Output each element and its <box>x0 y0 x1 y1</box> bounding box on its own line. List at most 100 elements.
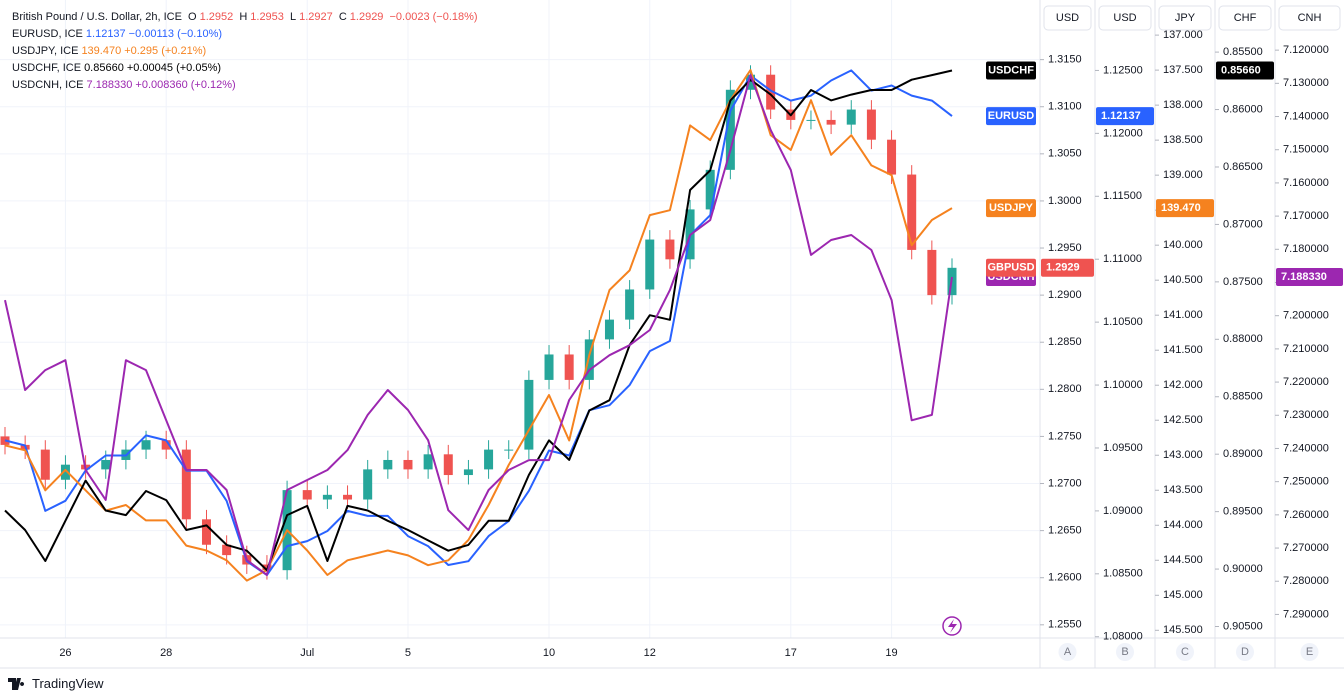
x-tick-label: 19 <box>885 647 897 659</box>
candle-body <box>363 469 373 500</box>
legend-main: British Pound / U.S. Dollar, 2h, ICE O 1.… <box>12 9 481 26</box>
candle-body <box>443 454 453 476</box>
y-tick-label: 142.500 <box>1163 414 1203 426</box>
y-tick-label: 1.08500 <box>1103 568 1143 580</box>
name-tag-label: EURUSD <box>988 110 1035 122</box>
legend-close: 1.2929 <box>349 11 384 23</box>
legend-open: 1.2952 <box>199 11 234 23</box>
y-tick-label: 0.89500 <box>1223 506 1263 518</box>
name-tag-label: GBPUSD <box>987 262 1034 274</box>
event-icon[interactable] <box>942 616 962 636</box>
y-tick-label: 0.87500 <box>1223 276 1263 288</box>
candle-body <box>665 239 675 260</box>
x-tick-label: 28 <box>160 647 172 659</box>
candle-body <box>101 459 111 470</box>
value-tag <box>1096 107 1154 126</box>
y-tick-label: 7.130000 <box>1283 77 1329 89</box>
y-tick-label: 7.250000 <box>1283 476 1329 488</box>
legend-row: EURUSD, ICE 1.12137 −0.00113 (−0.10%) <box>12 26 481 43</box>
legend-name: USDCHF, ICE <box>12 62 82 74</box>
axis-letter-badge <box>1058 643 1077 661</box>
legend-o: O <box>188 11 197 23</box>
candle-body <box>60 464 70 480</box>
y-tick-label: 144.000 <box>1163 519 1203 531</box>
series-line <box>4 69 953 577</box>
y-tick-label: 1.11000 <box>1103 253 1142 265</box>
candle-body <box>887 139 897 175</box>
candle-body <box>181 449 191 520</box>
candle-body <box>564 354 574 380</box>
y-tick-label: 138.500 <box>1163 134 1203 146</box>
legend-value: 0.85660 <box>84 62 124 74</box>
y-tick-label: 7.270000 <box>1283 542 1329 554</box>
y-tick-label: 141.500 <box>1163 344 1203 356</box>
candle-body <box>806 119 816 121</box>
axis-header-label: USD <box>1113 12 1136 24</box>
candle-body <box>463 469 473 476</box>
y-tick-label: 7.200000 <box>1283 310 1329 322</box>
candle-body <box>584 339 594 380</box>
y-tick-label: 7.290000 <box>1283 608 1329 620</box>
y-tick-label: 1.09500 <box>1103 442 1143 454</box>
legend: British Pound / U.S. Dollar, 2h, ICE O 1.… <box>12 9 481 94</box>
y-tick-label: 0.87000 <box>1223 218 1263 230</box>
y-tick-label: 1.2900 <box>1048 289 1082 301</box>
y-tick-label: 0.88500 <box>1223 391 1263 403</box>
legend-value: 7.188330 <box>86 79 133 91</box>
candle-body <box>403 459 413 470</box>
legend-name: EURUSD, ICE <box>12 28 83 40</box>
y-tick-label: 145.500 <box>1163 624 1203 636</box>
y-tick-label: 142.000 <box>1163 379 1203 391</box>
plot <box>0 65 957 582</box>
series-line <box>4 74 953 576</box>
value-tag-label: 7.188330 <box>1281 271 1327 283</box>
y-tick-label: 1.3100 <box>1048 101 1082 113</box>
y-tick-label: 1.2800 <box>1048 383 1082 395</box>
candle-body <box>40 449 50 480</box>
legend-title: British Pound / U.S. Dollar, 2h, ICE <box>12 11 182 23</box>
legend-rows: EURUSD, ICE 1.12137 −0.00113 (−0.10%) USDJP… <box>12 26 481 94</box>
y-tick-label: 7.280000 <box>1283 575 1329 587</box>
y-tick-label: 0.90500 <box>1223 620 1263 632</box>
name-tag-label: USDCHF <box>988 64 1034 76</box>
candle-body <box>423 454 433 470</box>
series-line <box>4 69 953 572</box>
y-tick-label: 137.000 <box>1163 29 1203 41</box>
candle-body <box>222 544 232 556</box>
axis-letter: B <box>1121 646 1128 658</box>
axis-letter: D <box>1241 646 1249 658</box>
y-tick-label: 137.500 <box>1163 64 1203 76</box>
y-tick-label: 7.180000 <box>1283 243 1329 255</box>
axis-header <box>1278 5 1341 31</box>
x-tick-label: 12 <box>644 647 656 659</box>
legend-change: −0.0023 (−0.18%) <box>389 11 478 23</box>
name-tag <box>986 258 1036 277</box>
x-tick-label: 26 <box>59 647 71 659</box>
y-tick-label: 7.220000 <box>1283 376 1329 388</box>
legend-change: +0.00045 (+0.05%) <box>126 62 222 74</box>
candle-body <box>201 519 211 545</box>
series-line <box>4 69 953 582</box>
value-tag <box>1216 61 1274 80</box>
candle-body <box>725 89 735 170</box>
axis-header <box>1218 5 1272 31</box>
y-tick-label: 1.11500 <box>1103 190 1142 202</box>
y-tick-label: 1.3150 <box>1048 54 1082 66</box>
y-tick-label: 140.000 <box>1163 239 1203 251</box>
price-axes: USD A 1.3150 1.3100 1.3050 1.3000 1.2950 1.2900… <box>0 0 1344 669</box>
y-tick-label: 7.260000 <box>1283 509 1329 521</box>
y-tick-label: 139.000 <box>1163 169 1203 181</box>
y-tick-label: 0.86000 <box>1223 103 1263 115</box>
y-tick-label: 1.2600 <box>1048 572 1082 584</box>
y-tick-label: 141.000 <box>1163 309 1203 321</box>
x-tick-label: 5 <box>405 647 411 659</box>
y-tick-label: 143.500 <box>1163 484 1203 496</box>
y-tick-label: 7.210000 <box>1283 343 1329 355</box>
legend-row: USDCHF, ICE 0.85660 +0.00045 (+0.05%) <box>12 60 481 77</box>
y-tick-label: 145.000 <box>1163 589 1203 601</box>
axis-header <box>1043 5 1092 31</box>
logo <box>8 677 25 690</box>
legend-change: +0.008360 (+0.12%) <box>135 79 236 91</box>
y-tick-label: 1.09000 <box>1103 505 1143 517</box>
